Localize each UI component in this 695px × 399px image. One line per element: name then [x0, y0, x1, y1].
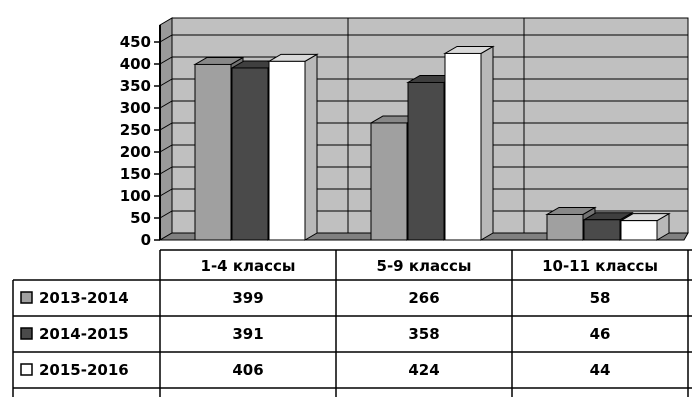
bar-front	[370, 122, 408, 241]
y-tick-label: 150	[120, 165, 151, 183]
bar-side	[304, 53, 318, 241]
gray-square-icon	[20, 291, 33, 304]
bar-front	[231, 67, 269, 241]
gridline-side	[159, 122, 173, 131]
y-tick-label: 250	[120, 121, 151, 139]
y-tick-label: 50	[130, 209, 151, 227]
data-label: 44	[590, 361, 611, 379]
y-tick-label: 300	[120, 99, 151, 117]
x-category-label: 5-9 классы	[377, 257, 472, 275]
bar-front	[194, 63, 232, 241]
gridline-side	[159, 34, 173, 43]
gridline-side	[159, 144, 173, 153]
x-category-label: 10-11 классы	[542, 257, 658, 275]
bar-front	[546, 213, 584, 241]
y-axis: 0 50 100 150 200 250 300 350 400 450	[120, 25, 161, 249]
bar-front	[268, 60, 306, 241]
white-square-icon	[20, 363, 33, 376]
y-tick-label: 200	[120, 143, 151, 161]
gridline-side	[159, 166, 173, 175]
bar-front	[444, 52, 482, 241]
data-label: 266	[408, 289, 439, 307]
y-tick-label: 0	[141, 231, 151, 249]
gridline-side	[159, 78, 173, 87]
bars-group	[193, 45, 671, 241]
bar	[267, 53, 319, 241]
data-label: 399	[232, 289, 263, 307]
bar-front	[583, 219, 621, 241]
bar	[443, 45, 495, 241]
x-category-label: 1-4 классы	[201, 257, 296, 275]
y-tick-label: 450	[120, 33, 151, 51]
gridline-side	[159, 56, 173, 65]
bar-front	[620, 220, 658, 241]
data-table: 1-4 классы 5-9 классы 10-11 классы 2013-201…	[12, 249, 692, 397]
legend-entry: 2014-2015	[39, 325, 129, 343]
bar-side	[480, 45, 494, 241]
data-label: 46	[590, 325, 611, 343]
bar	[619, 212, 671, 241]
legend-entry: 2013-2014	[39, 289, 129, 307]
legend-entry: 2015-2016	[39, 361, 129, 379]
data-label: 424	[408, 361, 439, 379]
data-label: 58	[590, 289, 611, 307]
bar-front	[407, 81, 445, 241]
gridline-side	[159, 188, 173, 197]
data-label: 358	[408, 325, 439, 343]
y-tick-label: 350	[120, 77, 151, 95]
data-label: 391	[232, 325, 263, 343]
gridline-side	[159, 210, 173, 219]
y-tick-label: 100	[120, 187, 151, 205]
y-tick-label: 400	[120, 55, 151, 73]
gridline-side	[159, 100, 173, 109]
data-label: 406	[232, 361, 263, 379]
dark-square-icon	[20, 327, 33, 340]
